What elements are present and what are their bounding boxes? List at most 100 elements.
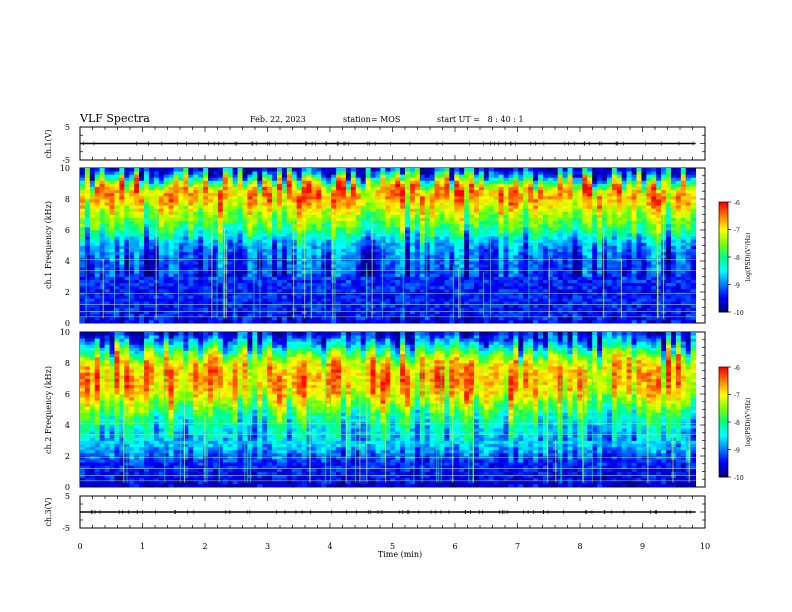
- spectrogram-cell: [208, 288, 214, 293]
- spectrogram-cell: [336, 276, 342, 280]
- spectrogram-cell: [262, 183, 268, 187]
- spectrogram-cell: [380, 279, 386, 284]
- spectrogram-cell: [114, 199, 120, 203]
- spectrogram-cell: [277, 214, 283, 218]
- spectrogram-cell: [345, 307, 352, 311]
- spectrogram-cell: [336, 214, 342, 218]
- spectrogram-cell: [311, 202, 317, 206]
- spectrogram-cell: [291, 316, 298, 321]
- spectrogram-cell: [316, 180, 322, 184]
- spectrogram-cell: [94, 236, 101, 240]
- spectrogram-cell: [350, 226, 357, 231]
- spectrogram-cell: [493, 251, 500, 256]
- spectrogram-cell: [267, 223, 273, 228]
- spectrogram-cell: [163, 189, 170, 194]
- spectrogram-cell: [291, 242, 298, 246]
- spectrogram-cell: [370, 282, 376, 287]
- spectrogram-cell: [498, 313, 504, 318]
- spectrogram-cell: [178, 199, 184, 203]
- spectrogram-cell: [483, 285, 490, 290]
- spectrogram-cell: [237, 217, 243, 222]
- spectrogram-cell: [99, 195, 106, 200]
- spectrogram-cell: [380, 264, 386, 268]
- spectrogram-cell: [222, 177, 229, 181]
- spectrogram-cell: [237, 192, 243, 197]
- spectrogram-cell: [350, 245, 357, 249]
- spectrogram-cell: [311, 208, 317, 212]
- spectrogram-cell: [80, 195, 86, 200]
- spectrogram-cell: [350, 267, 357, 271]
- spectrogram-cell: [247, 242, 253, 246]
- spectrogram-cell: [478, 202, 485, 206]
- spectrogram-cell: [158, 214, 165, 218]
- spectrogram-cell: [232, 319, 238, 324]
- spectrogram-cell: [424, 282, 431, 287]
- spectrogram-cell: [400, 205, 406, 209]
- spectrogram-cell: [370, 267, 376, 271]
- spectrogram-cell: [459, 310, 465, 315]
- spectrogram-cell: [222, 211, 229, 215]
- spectrogram-cell: [208, 282, 214, 287]
- spectrogram-cell: [341, 189, 347, 194]
- spectrogram-cell: [321, 202, 327, 206]
- spectrogram-cell: [478, 279, 485, 284]
- spectrogram-cell: [316, 183, 322, 187]
- spectrogram-cell: [498, 307, 504, 311]
- spectrogram-cell: [321, 233, 327, 237]
- spectrogram-cell: [129, 189, 135, 194]
- spectrogram-cell: [277, 168, 283, 172]
- spectrogram-cell: [355, 174, 362, 178]
- spectrogram-cell: [119, 239, 125, 243]
- spectrogram-cell: [139, 267, 145, 271]
- spectrogram-cell: [267, 192, 273, 197]
- spectrogram-cell: [375, 313, 381, 318]
- spectrogram-cell: [242, 177, 248, 181]
- spectrogram-cell: [163, 288, 170, 293]
- spectrogram-cell: [104, 285, 110, 290]
- spectrogram-cell: [291, 307, 298, 311]
- spectrogram-cell: [311, 310, 317, 315]
- spectrogram-cell: [158, 261, 165, 265]
- spectrogram-cell: [409, 186, 416, 191]
- spectrogram-cell: [227, 199, 234, 203]
- spectrogram-cell: [414, 220, 421, 225]
- spectrogram-cell: [483, 189, 490, 194]
- spectrogram-cell: [365, 273, 371, 277]
- spectrogram-cell: [419, 264, 426, 268]
- spectrogram-cell: [247, 168, 253, 172]
- spectrogram-cell: [99, 298, 106, 302]
- spectrogram-cell: [89, 279, 96, 284]
- spectrogram-cell: [306, 295, 312, 299]
- spectrogram-cell: [262, 301, 268, 305]
- spectrogram-cell: [158, 245, 165, 249]
- spectrogram-cell: [488, 208, 495, 212]
- spectrogram-cell: [498, 288, 504, 293]
- spectrogram-cell: [188, 220, 194, 225]
- spectrogram-cell: [474, 236, 480, 240]
- spectrogram-cell: [326, 295, 332, 299]
- spectrogram-cell: [247, 208, 253, 212]
- spectrogram-cell: [222, 279, 229, 284]
- spectrogram-cell: [385, 177, 391, 181]
- spectrogram-cell: [326, 316, 332, 321]
- spectrogram-cell: [478, 174, 485, 178]
- spectrogram-cell: [163, 174, 170, 178]
- spectrogram-cell: [144, 313, 150, 318]
- spectrogram-cell: [252, 313, 258, 318]
- spectrogram-cell: [365, 276, 371, 280]
- spectrogram-cell: [227, 310, 234, 315]
- spectrogram-cell: [148, 186, 155, 191]
- spectrogram-cell: [380, 254, 386, 259]
- spectrogram-cell: [493, 233, 500, 237]
- spectrogram-cell: [148, 174, 155, 178]
- spectrogram-cell: [217, 189, 224, 194]
- spectrogram-cell: [173, 211, 179, 215]
- spectrogram-cell: [483, 211, 490, 215]
- spectrogram-cell: [469, 220, 475, 225]
- spectrogram-cell: [139, 288, 145, 293]
- spectrogram-cell: [291, 168, 298, 172]
- spectrogram-cell: [311, 242, 317, 246]
- spectrogram-cell: [227, 186, 234, 191]
- spectrogram-cell: [277, 186, 283, 191]
- spectrogram-cell: [405, 214, 411, 218]
